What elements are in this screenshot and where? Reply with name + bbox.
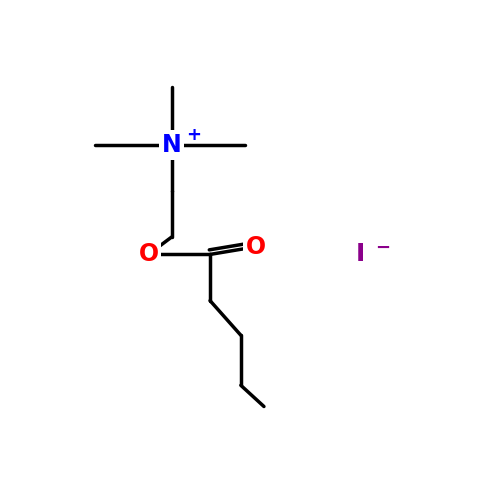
Text: I: I [356, 242, 365, 266]
Text: +: + [186, 126, 202, 144]
Text: −: − [375, 238, 390, 256]
Text: O: O [138, 242, 158, 266]
Text: O: O [246, 234, 266, 258]
Text: N: N [162, 132, 182, 156]
